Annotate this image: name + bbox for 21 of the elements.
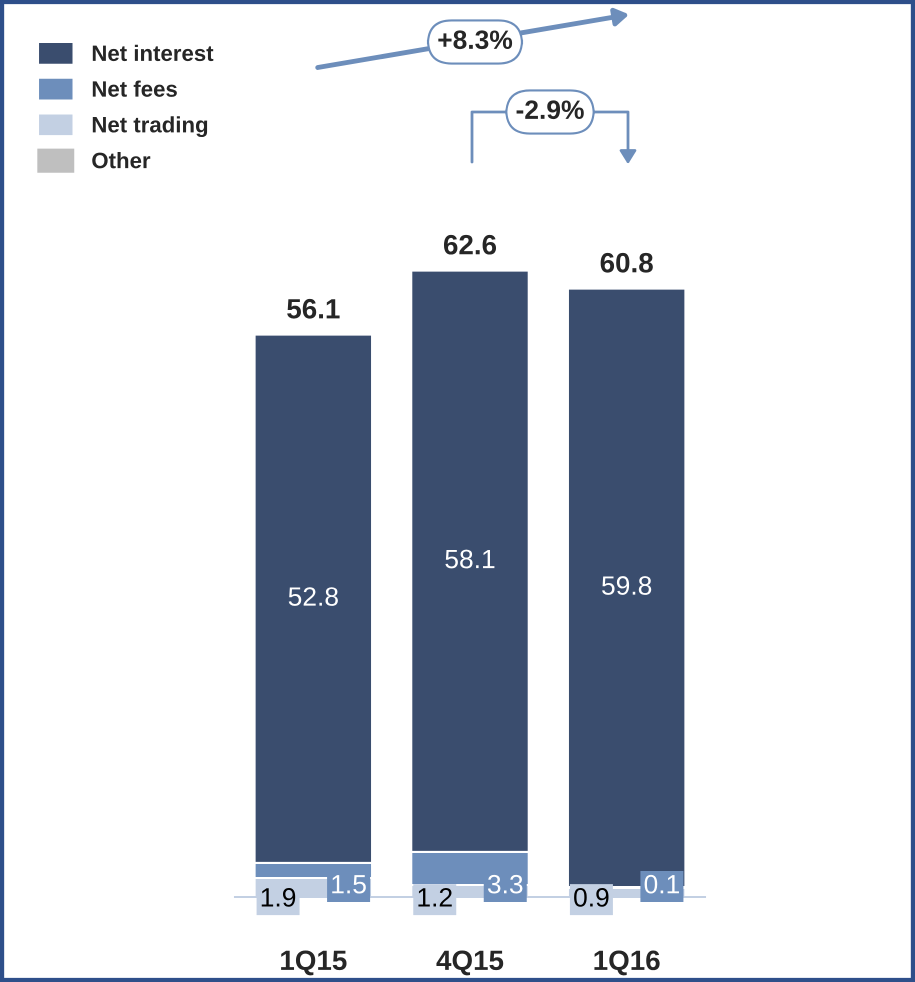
data-label: 0.1 bbox=[644, 874, 679, 894]
x-tick-label: 1Q15 bbox=[281, 950, 347, 976]
data-label: 1.9 bbox=[262, 888, 296, 907]
legend-label: Net fees bbox=[92, 80, 177, 97]
total-label: 56.1 bbox=[287, 298, 340, 319]
total-label: 60.8 bbox=[600, 252, 653, 273]
data-label: 0.9 bbox=[574, 888, 609, 907]
data-label: 58.1 bbox=[445, 550, 494, 568]
legend-label: Other bbox=[92, 152, 150, 168]
data-label: 52.8 bbox=[288, 587, 338, 606]
data-label: 1.2 bbox=[418, 888, 452, 906]
text: -2.9% bbox=[516, 100, 584, 120]
data-label: 3.3 bbox=[488, 874, 522, 894]
legend-label: Net interest bbox=[92, 44, 214, 62]
text: +8.3% bbox=[438, 30, 512, 50]
data-label: 1.5 bbox=[332, 875, 366, 894]
total-label: 62.6 bbox=[444, 234, 496, 255]
data-label: 59.8 bbox=[602, 576, 652, 595]
legend-label: Net trading bbox=[92, 116, 208, 138]
x-tick-label: 1Q16 bbox=[594, 950, 660, 976]
x-tick-label: 4Q15 bbox=[436, 950, 504, 976]
